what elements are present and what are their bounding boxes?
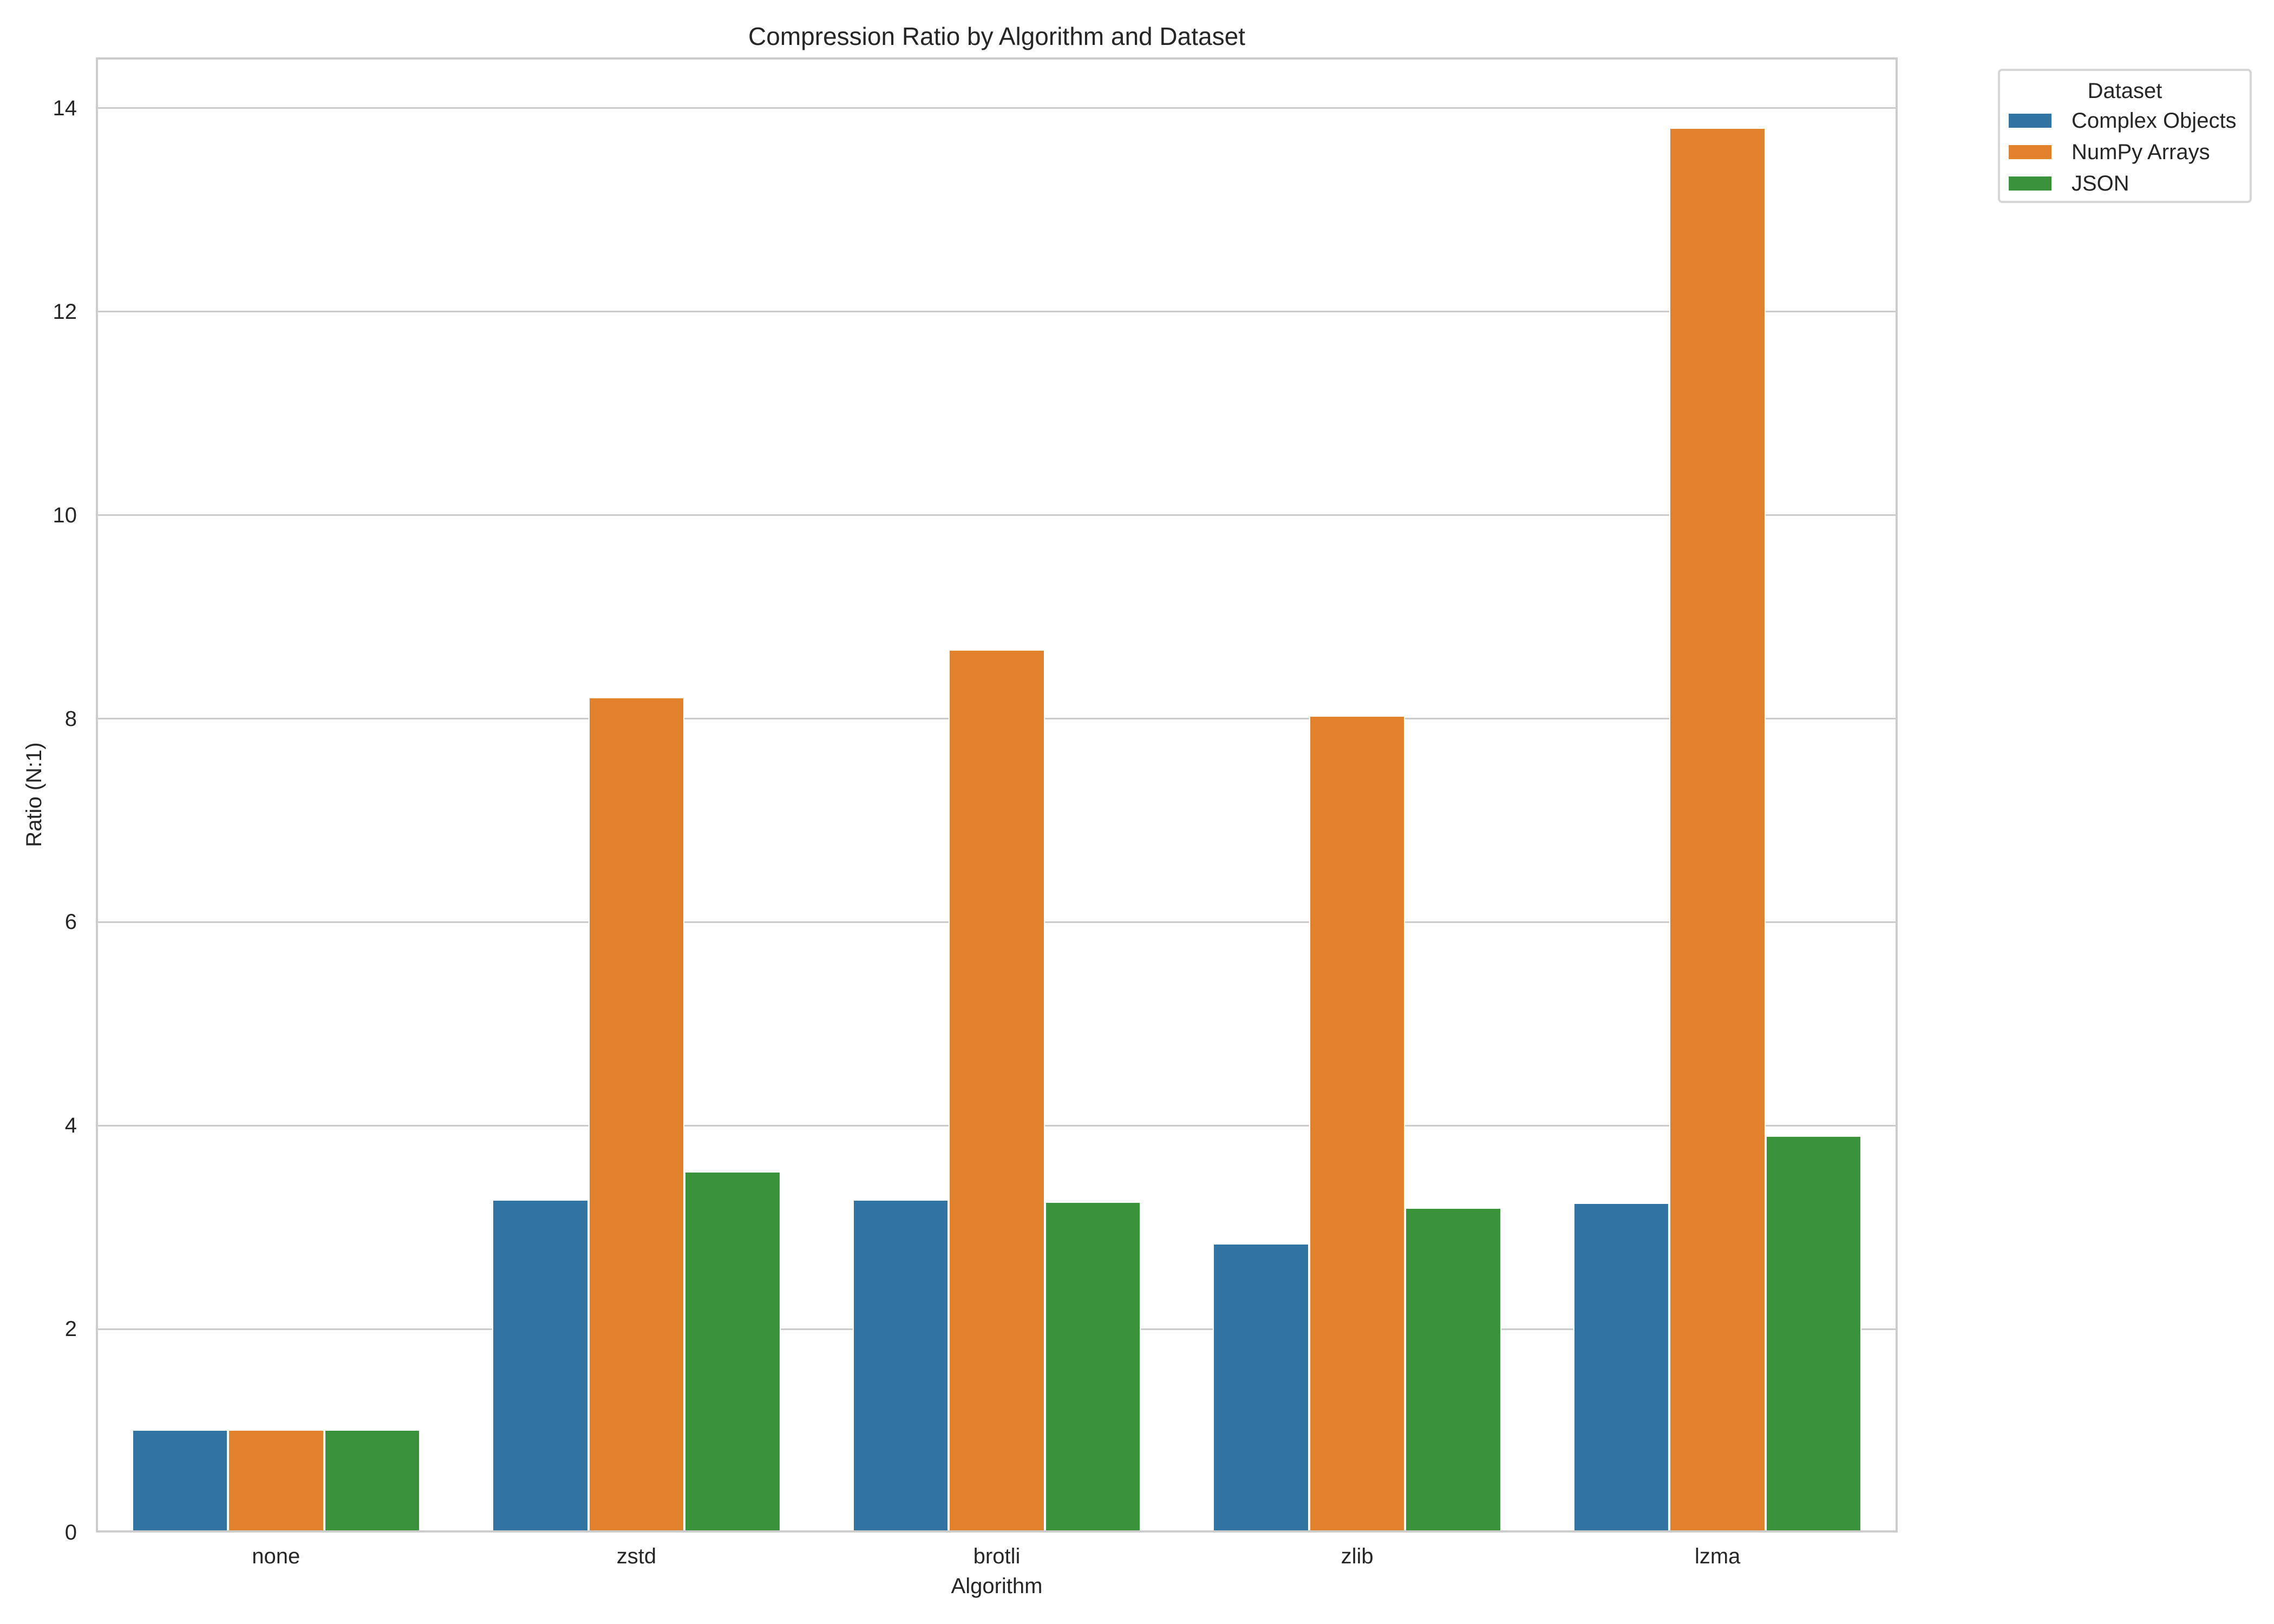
legend-swatch-icon [2009, 176, 2051, 191]
gridline [98, 514, 1896, 516]
legend-title: Dataset [2087, 79, 2162, 103]
bar-zstd-json [684, 1172, 781, 1530]
bar-lzma-numpy-arrays [1669, 128, 1766, 1530]
bar-lzma-json [1765, 1136, 1862, 1530]
y-tick-label: 10 [53, 503, 77, 527]
x-tick-label: brotli [973, 1544, 1021, 1568]
bar-brotli-json [1044, 1203, 1141, 1530]
y-tick-label: 2 [64, 1317, 77, 1341]
bar-lzma-complex-objects [1573, 1203, 1670, 1530]
bar-none-json [324, 1431, 421, 1530]
legend: Dataset Complex Objects NumPy Arrays JSON [1998, 69, 2252, 203]
legend-label: Complex Objects [2072, 109, 2237, 133]
bar-zlib-complex-objects [1213, 1245, 1309, 1530]
x-tick-label: zlib [1341, 1544, 1374, 1568]
y-tick-label: 0 [64, 1521, 77, 1544]
bar-none-complex-objects [132, 1431, 228, 1530]
y-tick-label: 4 [64, 1114, 77, 1138]
legend-item: Complex Objects [2009, 108, 2237, 133]
x-tick-label: zstd [616, 1544, 657, 1568]
legend-label: NumPy Arrays [2072, 140, 2210, 164]
legend-label: JSON [2072, 172, 2129, 195]
bar-zlib-numpy-arrays [1309, 716, 1406, 1530]
chart-title: Compression Ratio by Algorithm and Datas… [748, 22, 1245, 50]
gridline [98, 107, 1896, 109]
y-tick-label: 8 [64, 706, 77, 731]
x-tick-label: none [252, 1544, 300, 1568]
y-tick-label: 14 [53, 96, 77, 120]
bar-zlib-json [1405, 1209, 1501, 1530]
bar-none-numpy-arrays [228, 1431, 324, 1530]
legend-item: JSON [2009, 171, 2129, 196]
x-tick-label: lzma [1694, 1544, 1741, 1568]
legend-swatch-icon [2009, 145, 2051, 159]
bar-brotli-complex-objects [852, 1201, 949, 1530]
bar-zstd-numpy-arrays [588, 698, 685, 1530]
gridline [98, 311, 1896, 313]
legend-item: NumPy Arrays [2009, 140, 2210, 165]
y-axis-label: Ratio (N:1) [22, 742, 46, 847]
y-tick-label: 6 [64, 910, 77, 934]
plot-area [96, 57, 1898, 1533]
x-axis-label: Algorithm [951, 1574, 1043, 1598]
bar-brotli-numpy-arrays [949, 650, 1045, 1530]
y-tick-label: 12 [53, 299, 77, 324]
bar-zstd-complex-objects [492, 1201, 589, 1530]
legend-swatch-icon [2009, 114, 2051, 128]
